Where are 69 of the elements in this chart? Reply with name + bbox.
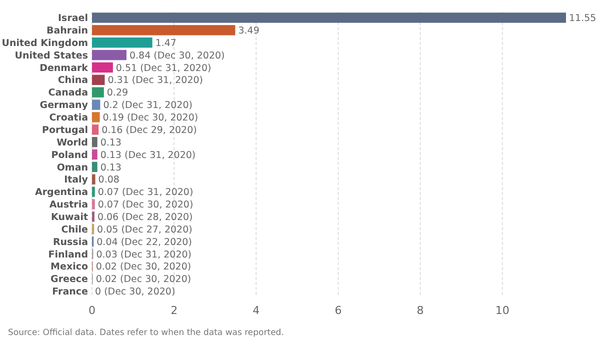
data-label: 0.02 (Dec 30, 2020): [96, 262, 192, 273]
y-tick-label: China: [58, 75, 88, 86]
bar: [92, 87, 104, 98]
y-tick-label: Italy: [64, 174, 89, 186]
y-tick-label: Greece: [50, 274, 88, 286]
bar: [92, 50, 126, 60]
bar: [92, 112, 100, 122]
data-label: 0.06 (Dec 28, 2020): [97, 212, 193, 223]
y-tick-label: Bahrain: [46, 25, 88, 36]
bar: [92, 136, 98, 148]
data-label: 3.49: [238, 25, 260, 36]
data-label: 0.2 (Dec 31, 2020): [103, 100, 192, 112]
bar: [92, 37, 152, 48]
data-label: 0.02 (Dec 30, 2020): [96, 274, 192, 286]
data-label: 0.16 (Dec 29, 2020): [102, 124, 197, 136]
data-label: 0.19 (Dec 30, 2020): [102, 112, 198, 124]
y-tick-label: Denmark: [40, 62, 89, 74]
y-tick-label: Portugal: [42, 124, 88, 136]
y-tick-label: Kuwait: [51, 212, 88, 223]
data-label: 0.51 (Dec 31, 2020): [116, 62, 212, 74]
y-tick-label: World: [56, 137, 88, 148]
x-tick-label: 4: [252, 304, 260, 317]
data-label: 1.47: [155, 38, 176, 49]
bar: [92, 186, 95, 197]
bar: [92, 25, 236, 36]
y-tick-label: Croatia: [49, 112, 88, 124]
data-label: 0.31 (Dec 31, 2020): [108, 75, 204, 86]
data-label: 0 (Dec 30, 2020): [95, 286, 176, 298]
data-label: 0.13 (Dec 31, 2020): [100, 150, 196, 161]
bar: [92, 199, 95, 210]
x-tick-label: 2: [170, 304, 178, 317]
y-tick-label: Argentina: [34, 187, 88, 198]
x-tick-label: 10: [495, 304, 510, 317]
x-tick-label: 6: [334, 304, 342, 317]
source-note: Source: Official data. Dates refer to when the data was reported.: [8, 328, 284, 338]
y-tick-label: United States: [14, 50, 88, 62]
data-label: 0.05 (Dec 27, 2020): [97, 224, 192, 236]
y-tick-label: Israel: [58, 13, 88, 24]
y-tick-label: Chile: [61, 224, 88, 236]
x-tick-label: 8: [416, 304, 424, 317]
bar: [92, 74, 105, 85]
data-label: 0.07 (Dec 30, 2020): [98, 200, 194, 211]
y-tick-label: France: [52, 286, 88, 298]
data-label: 0.04 (Dec 22, 2020): [96, 236, 192, 248]
y-tick-label: Austria: [49, 200, 88, 211]
bar: [92, 124, 99, 135]
data-label: 0.84 (Dec 30, 2020): [129, 50, 225, 62]
data-label: 0.13: [100, 162, 122, 174]
y-tick-label: Poland: [51, 150, 88, 161]
y-tick-label: Oman: [56, 162, 88, 174]
y-tick-label: United Kingdom: [2, 38, 88, 49]
data-label: 0.07 (Dec 31, 2020): [98, 187, 194, 198]
y-tick-label: Mexico: [50, 262, 88, 273]
x-tick-label: 0: [88, 304, 96, 317]
y-tick-label: Finland: [48, 249, 88, 260]
bar: [92, 12, 566, 23]
data-label: 0.03 (Dec 31, 2020): [96, 249, 192, 260]
data-label: 0.29: [106, 88, 128, 99]
data-label: 0.13: [100, 137, 122, 148]
bar: [92, 162, 98, 172]
bar: [92, 100, 100, 110]
bar: [92, 62, 113, 73]
data-label: 11.55: [569, 13, 596, 24]
y-tick-label: Germany: [40, 100, 89, 112]
bar: [92, 149, 98, 160]
y-tick-label: Canada: [48, 88, 88, 99]
data-label: 0.08: [98, 174, 120, 186]
y-tick-label: Russia: [52, 236, 88, 248]
bar: [92, 174, 96, 184]
